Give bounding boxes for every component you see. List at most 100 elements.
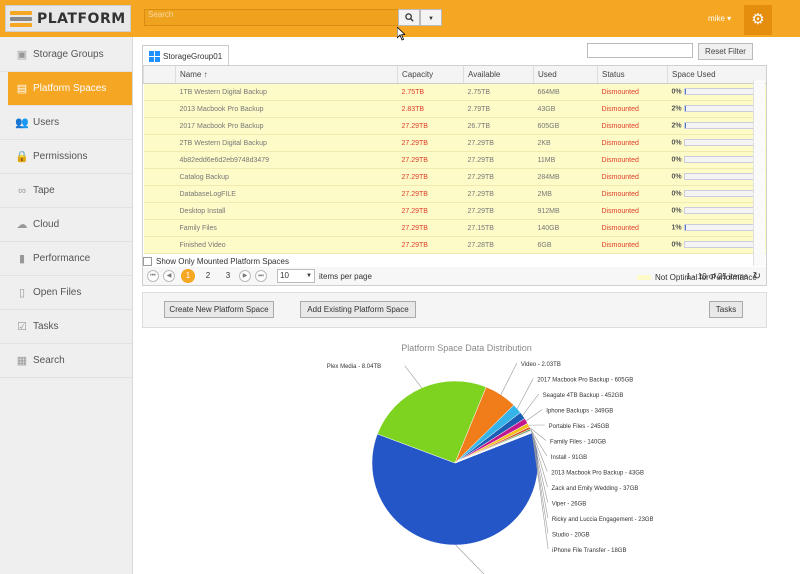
cell-used: 43GB — [533, 100, 598, 118]
logo-text: PLATFORM — [37, 10, 126, 27]
filter-input[interactable] — [587, 43, 693, 58]
space-used-percent: 0% — [671, 190, 682, 198]
cell-name: Finished Video — [175, 236, 398, 254]
lock-icon: 🔒 — [15, 151, 29, 163]
sidebar-item-search[interactable]: ▦ Search — [0, 344, 132, 378]
sidebar-item-platform-spaces[interactable]: ▤ Platform Spaces — [8, 72, 132, 106]
cell-name: Family Files — [175, 219, 398, 237]
table-row[interactable]: 1TB Western Digital Backup 2.75TB 2.75TB 66… — [143, 83, 766, 101]
distribution-pie-chart: Video - 2.03TB 2017 Macbook Pro Backup - … — [327, 362, 653, 574]
first-page-button[interactable]: ⏮ — [147, 270, 159, 282]
table-row[interactable]: Family Files 27.29TB 27.15TB 140GB Dismounte… — [143, 219, 766, 237]
pie-leader-line — [404, 365, 422, 389]
pie-leader-line — [530, 429, 548, 457]
column-header-used[interactable]: Used — [533, 66, 598, 84]
tab-label: StorageGroup01 — [163, 51, 223, 61]
space-used-percent: 0% — [671, 88, 682, 96]
table-row[interactable]: DatabaseLogFILE 27.29TB 27.29TB 2MB Dismount… — [143, 185, 766, 203]
cell-capacity: 27.29TB — [397, 117, 464, 135]
page-1-button[interactable]: 1 — [181, 269, 195, 283]
table-row[interactable]: Finished Video 27.29TB 27.28TB 6GB Dismounte… — [143, 236, 766, 254]
space-used-bar — [683, 105, 764, 113]
cell-used: 2KB — [533, 134, 598, 152]
space-used-bar — [683, 88, 764, 96]
logo-mark-icon — [10, 10, 32, 27]
column-header-capacity[interactable]: Capacity — [397, 66, 464, 84]
search-button[interactable] — [398, 9, 420, 26]
search-icon: ▦ — [16, 355, 28, 367]
settings-button[interactable]: ⚙ — [744, 5, 772, 35]
cell-capacity: 27.29TB — [397, 202, 464, 220]
pie-slice[interactable] — [371, 432, 539, 546]
create-platform-space-button[interactable]: Create New Platform Space — [164, 301, 274, 318]
show-only-mounted[interactable]: Show Only Mounted Platform Spaces — [143, 257, 289, 266]
sidebar-item-performance[interactable]: ▮ Performance — [0, 242, 132, 276]
windows-icon — [149, 50, 160, 62]
table-row[interactable]: 2TB Western Digital Backup 27.29TB 27.29TB… — [143, 134, 766, 152]
table-row[interactable]: Catalog Backup 27.29TB 27.29TB 284MB Dismoun… — [143, 168, 766, 186]
sidebar-item-label: Tape — [33, 185, 55, 196]
cell-space-used: 1% — [667, 219, 766, 237]
pie-leader-line — [522, 393, 539, 416]
tape-icon: ∞ — [18, 184, 26, 197]
sidebar-item-open-files[interactable]: ▯ Open Files — [0, 276, 132, 310]
page-2-button[interactable]: 2 — [205, 271, 211, 280]
column-header-space-used[interactable]: Space Used — [667, 66, 766, 84]
space-used-bar — [683, 207, 764, 215]
cell-space-used: 0% — [667, 185, 766, 203]
sidebar-item-tape[interactable]: ∞ Tape — [0, 174, 132, 208]
table-row[interactable]: 4b82edd6e6d2eb9748d3479 27.29TB 27.29TB 11M… — [143, 151, 766, 169]
pie-leader-line — [531, 432, 549, 519]
sidebar-item-storage-groups[interactable]: ▣ Storage Groups — [0, 38, 132, 72]
sidebar-item-label: Tasks — [33, 321, 59, 332]
search-options-dropdown[interactable]: ▼ — [420, 9, 442, 26]
tasks-button[interactable]: Tasks — [709, 301, 743, 318]
pie-slice-label: 2017 Macbook Pro Backup - 605GB — [537, 378, 633, 384]
last-page-button[interactable]: ⏭ — [255, 270, 267, 282]
tab-storage-group[interactable]: StorageGroup01 — [142, 45, 230, 66]
table-row[interactable]: 2013 Macbook Pro Backup 2.83TB 2.79TB 43GB D… — [143, 100, 766, 118]
cell-used: 2MB — [533, 185, 598, 203]
prev-page-button[interactable]: ◀ — [163, 270, 175, 282]
sidebar-item-label: Search — [33, 355, 65, 366]
space-used-percent: 0% — [671, 173, 682, 181]
sidebar-item-tasks[interactable]: ☑ Tasks — [0, 310, 132, 344]
cell-used: 11MB — [533, 151, 598, 169]
refresh-icon[interactable]: ↻ — [752, 270, 761, 282]
space-used-percent: 2% — [671, 105, 682, 113]
platform-logo[interactable]: PLATFORM — [5, 5, 131, 32]
sidebar-item-permissions[interactable]: 🔒 Permissions — [0, 140, 132, 174]
page-3-button[interactable]: 3 — [225, 271, 231, 280]
per-page-select[interactable]: 10 ▼ — [277, 269, 315, 283]
cell-capacity: 27.29TB — [397, 236, 464, 254]
per-page-value: 10 — [280, 271, 289, 280]
row-select-cell — [143, 236, 176, 254]
storage-icon: ▣ — [16, 49, 28, 61]
pie-leader-line — [531, 431, 549, 503]
sidebar-item-label: Cloud — [33, 219, 60, 230]
search-input[interactable]: Search — [144, 9, 404, 26]
sidebar-item-label: Storage Groups — [33, 49, 104, 60]
sidebar-item-users[interactable]: 👥 Users — [0, 106, 132, 140]
show-only-mounted-checkbox[interactable] — [143, 257, 152, 266]
add-existing-platform-space-button[interactable]: Add Existing Platform Space — [300, 301, 416, 318]
column-header-name[interactable]: Name ↑ — [175, 66, 398, 84]
space-used-bar — [683, 139, 764, 147]
user-menu[interactable]: mike ▾ — [708, 14, 732, 23]
column-header-available[interactable]: Available — [463, 66, 534, 84]
table-row[interactable]: 2017 Macbook Pro Backup 27.29TB 26.7TB 605G… — [143, 117, 766, 135]
magnifier-icon — [404, 13, 414, 22]
next-page-button[interactable]: ▶ — [239, 270, 251, 282]
reset-filter-button[interactable]: Reset Filter — [698, 43, 753, 60]
caret-down-icon: ▼ — [428, 16, 434, 22]
column-header-status[interactable]: Status — [597, 66, 668, 84]
space-used-bar — [683, 224, 764, 232]
sidebar-item-cloud[interactable]: ☁ Cloud — [0, 208, 132, 242]
row-select-cell — [143, 219, 176, 237]
cell-status: Dismounted — [597, 117, 668, 135]
table-row[interactable]: Desktop Install 27.29TB 27.29TB 912MB Dismou… — [143, 202, 766, 220]
cell-available: 27.29TB — [463, 151, 534, 169]
column-header-select[interactable] — [143, 66, 176, 84]
table-scrollbar[interactable] — [753, 80, 765, 266]
cell-capacity: 27.29TB — [397, 168, 464, 186]
